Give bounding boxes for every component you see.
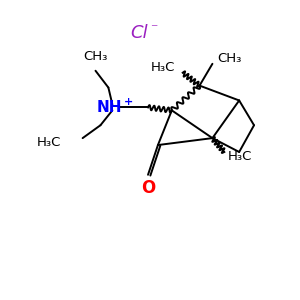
Text: +: + bbox=[124, 98, 134, 107]
Text: H₃C: H₃C bbox=[37, 136, 61, 148]
Text: CH₃: CH₃ bbox=[218, 52, 242, 65]
Text: H₃C: H₃C bbox=[227, 150, 252, 164]
Text: O: O bbox=[141, 178, 155, 196]
Text: CH₃: CH₃ bbox=[83, 50, 108, 63]
Text: H₃C: H₃C bbox=[150, 61, 175, 74]
Text: NH: NH bbox=[97, 100, 122, 115]
Text: ⁻: ⁻ bbox=[150, 22, 158, 36]
Text: Cl: Cl bbox=[130, 24, 148, 42]
